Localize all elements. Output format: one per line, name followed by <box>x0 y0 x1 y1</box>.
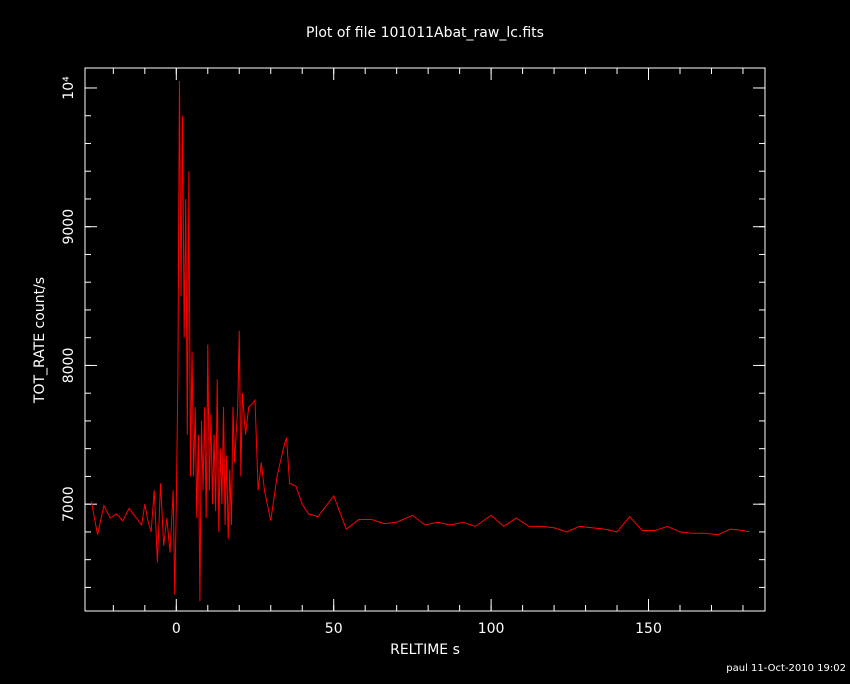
x-tick-label: 50 <box>325 621 343 637</box>
x-tick-label: 0 <box>172 621 181 637</box>
plot-frame <box>84 67 766 612</box>
data-line <box>90 81 750 602</box>
chart-title: Plot of file 101011Abat_raw_lc.fits <box>306 25 544 41</box>
y-tick-label: 7000 <box>61 486 77 522</box>
x-tick-label: 100 <box>478 621 505 637</box>
x-tick-label: 150 <box>635 621 662 637</box>
y-tick-label: 8000 <box>61 348 77 384</box>
y-axis-label: TOT_RATE count/s <box>32 277 48 404</box>
y-tick-label: 9000 <box>61 209 77 245</box>
x-axis-label: RELTIME s <box>390 642 460 658</box>
y-tick-label: 10⁴ <box>61 76 77 100</box>
footer: paul 11-Oct-2010 19:02 <box>726 663 846 674</box>
